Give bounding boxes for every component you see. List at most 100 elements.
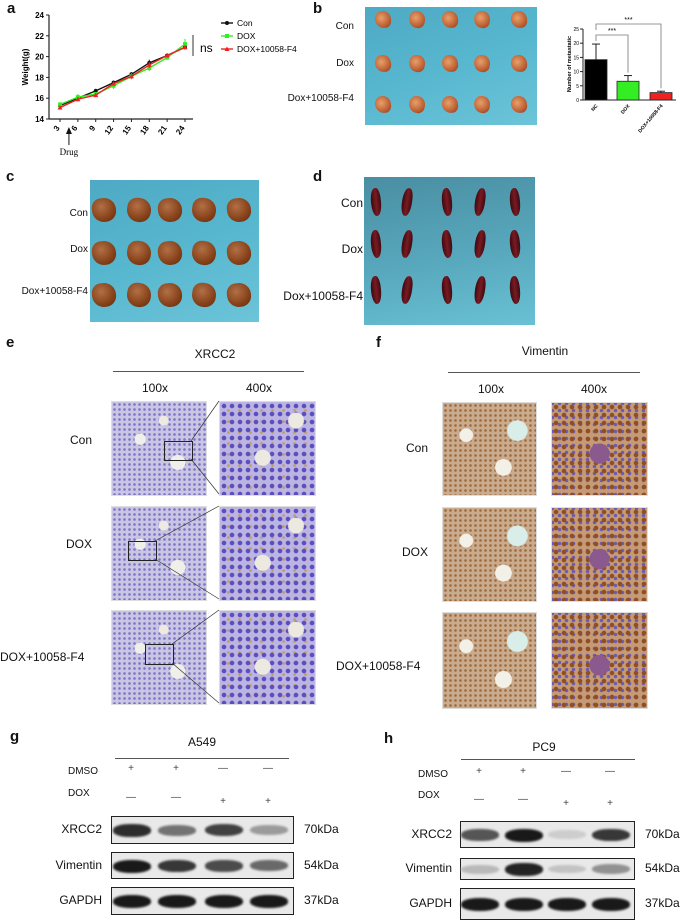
zoom-region-box <box>128 541 157 561</box>
row-label: Con <box>69 208 88 219</box>
arrow-label: Drug <box>60 147 79 157</box>
blot-label: XRCC2 <box>411 826 452 841</box>
divider <box>115 758 289 759</box>
protein-band <box>461 829 499 841</box>
blot-label: GAPDH <box>409 896 452 910</box>
protein-band <box>592 864 630 875</box>
protein-band <box>548 830 586 839</box>
protein-band <box>158 859 196 873</box>
y-tick-label: 0 <box>576 98 579 104</box>
y-tick-label: 22 <box>35 32 44 41</box>
divider <box>461 759 635 760</box>
condition-mark: — <box>263 763 273 774</box>
condition-mark: + <box>563 798 569 809</box>
condition-mark: + <box>476 766 482 777</box>
ihc-image-100x <box>442 402 537 496</box>
legend-marker <box>225 21 229 25</box>
blot-membrane <box>460 888 635 920</box>
significance-label: *** <box>608 28 616 35</box>
legend-label: DOX+10058-F4 <box>237 44 297 54</box>
protein-band <box>113 859 151 873</box>
significance-bracket <box>595 34 629 73</box>
condition-mark: + <box>173 763 179 774</box>
protein-band <box>158 824 196 836</box>
panel-label-g: g <box>10 728 20 745</box>
kidney-photo <box>364 177 535 325</box>
condition-mark: — <box>518 794 528 805</box>
protein-band <box>205 824 243 837</box>
significance-bracket <box>595 23 662 89</box>
y-tick-label: 20 <box>573 41 579 47</box>
data-point <box>146 62 152 67</box>
row-label: Dox+10058-F4 <box>283 289 363 303</box>
condition-mark: + <box>128 763 134 774</box>
y-tick-label: 15 <box>573 55 579 61</box>
protein-band <box>205 895 243 908</box>
ihc-image-100x <box>442 507 537 602</box>
protein-band <box>505 828 543 842</box>
protein-band <box>505 863 543 876</box>
series-line <box>59 46 186 109</box>
y-axis-label: Number of metastatic <box>567 36 573 92</box>
divider <box>113 371 304 372</box>
row-label: Con <box>69 433 92 447</box>
significance-label: ns <box>200 41 213 55</box>
blot-label: Vimentin <box>55 857 102 872</box>
data-point <box>128 73 134 79</box>
panel-title: PC9 <box>532 740 556 754</box>
x-tick-label: 9 <box>87 124 97 133</box>
zoom-region-box <box>164 441 193 461</box>
molecular-weight-label: 70kDa <box>304 822 339 836</box>
panel-label-h: h <box>384 730 394 747</box>
protein-band <box>461 898 499 911</box>
molecular-weight-label: 54kDa <box>645 861 680 875</box>
row-label: Dox <box>70 244 88 255</box>
y-tick-label: 10 <box>573 70 579 76</box>
row-label: Dox+10058-F4 <box>21 286 88 297</box>
blot-label: Vimentin <box>405 861 452 875</box>
row-label: DOX <box>65 537 92 551</box>
row-label: DOX+10058-F4 <box>336 659 421 673</box>
blot-membrane <box>460 858 635 880</box>
data-point <box>182 44 188 50</box>
x-tick-label: 3 <box>52 124 62 133</box>
protein-band <box>250 825 288 836</box>
y-tick-label: 16 <box>35 94 44 103</box>
data-point <box>183 42 187 47</box>
y-tick-label: 14 <box>35 115 44 124</box>
protein-band <box>113 895 151 908</box>
condition-mark: + <box>265 796 271 807</box>
condition-mark: — <box>605 766 615 777</box>
bar <box>616 80 640 101</box>
panel-label-c: c <box>6 168 15 185</box>
condition-mark: + <box>607 798 613 809</box>
legend-marker <box>224 46 230 51</box>
blot-membrane <box>111 816 294 844</box>
panel-label-f: f <box>376 334 381 351</box>
arrow-head-icon <box>65 127 72 134</box>
protein-band <box>250 895 288 908</box>
bar <box>584 59 608 101</box>
column-label: 400x <box>580 382 608 396</box>
protein-band <box>158 895 196 908</box>
row-label: Dox <box>341 242 363 256</box>
ihc-image-100x <box>442 612 537 709</box>
ihc-image-400x <box>551 507 648 602</box>
x-tick-label: DOX <box>620 103 632 116</box>
ihc-image-400x <box>219 401 316 496</box>
ihc-image-400x <box>219 610 316 705</box>
liver-photo <box>90 180 259 322</box>
row-label: Con <box>340 196 363 210</box>
protein-band <box>505 898 543 911</box>
protein-band <box>592 898 630 911</box>
lung-photo <box>365 7 537 125</box>
condition-mark: — <box>561 766 571 777</box>
significance-label: *** <box>624 17 632 24</box>
row-label: DOX <box>401 545 428 559</box>
blot-label: XRCC2 <box>61 822 102 836</box>
y-tick-label: 20 <box>35 53 44 62</box>
panel-label-e: e <box>6 334 15 351</box>
